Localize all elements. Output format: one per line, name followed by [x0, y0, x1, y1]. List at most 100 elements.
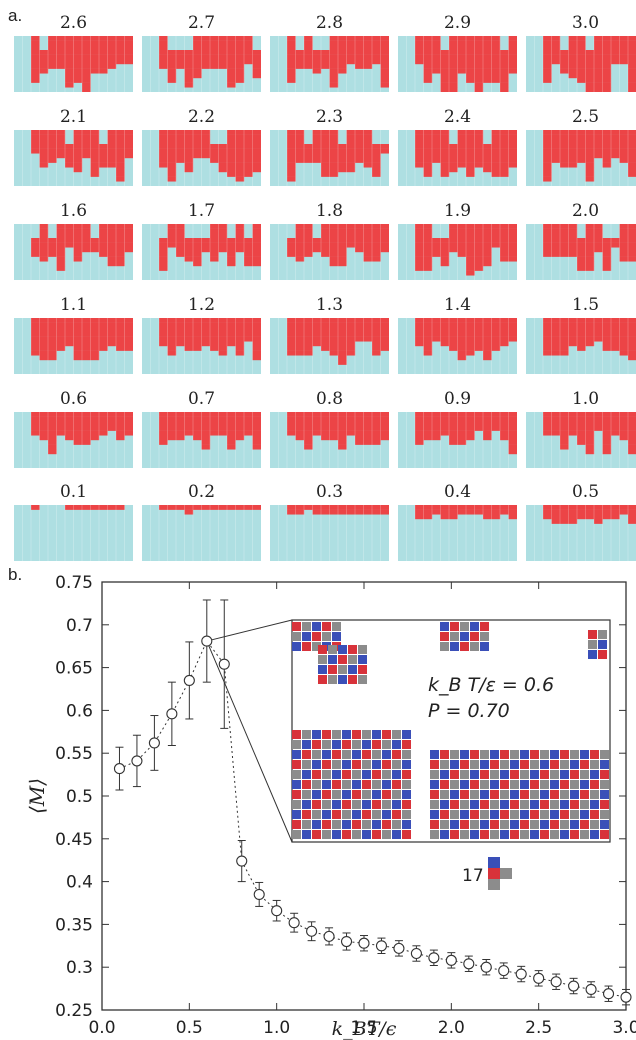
lattice-cell-on — [346, 336, 356, 342]
lattice-cell-on — [372, 256, 381, 262]
lattice-cell-on — [577, 322, 586, 328]
lattice-cell-on — [560, 158, 569, 163]
lattice-cell-on — [508, 64, 517, 69]
lattice-cell-on — [82, 148, 91, 154]
lattice-panel: 2.6 — [14, 14, 133, 94]
lattice-cell-on — [124, 148, 133, 154]
lattice-panel: 0.6 — [14, 390, 133, 470]
lattice-cell-on — [312, 322, 322, 328]
lattice-cell-on — [346, 153, 356, 159]
lattice-cell-on — [184, 332, 194, 337]
lattice-cell-on — [628, 242, 636, 248]
inset-tile — [322, 730, 331, 739]
lattice-cell-on — [440, 78, 450, 83]
lattice-cell-on — [159, 139, 168, 145]
inset-tile — [470, 790, 479, 799]
lattice-cell-on — [440, 172, 450, 177]
lattice-cell-on — [577, 440, 586, 445]
lattice-cell-on — [116, 172, 125, 177]
lattice-cell-on — [508, 426, 517, 431]
lattice-cell-on — [585, 59, 595, 65]
lattice-cell-on — [295, 256, 305, 262]
lattice-cell-on — [329, 158, 339, 163]
lattice-cell-on — [116, 261, 125, 267]
lattice-cell-on — [508, 412, 517, 417]
lattice-cell-on — [39, 68, 49, 74]
lattice-cell-on — [585, 134, 595, 140]
lattice-cell-on — [543, 158, 552, 163]
lattice-cell-on — [338, 435, 347, 441]
lattice-cell-on — [568, 233, 578, 239]
lattice-cell-on — [321, 134, 330, 140]
lattice-cell-on — [466, 45, 475, 51]
lattice-cell-on — [329, 238, 339, 243]
lattice-cell-on — [432, 332, 441, 337]
lattice-cell-on — [167, 416, 177, 422]
lattice-cell-on — [159, 64, 168, 69]
lattice-cell-on — [380, 416, 389, 422]
lattice-cell-on — [628, 514, 636, 520]
lattice-cell-on — [440, 158, 450, 163]
lattice-cell-on — [90, 153, 100, 159]
lattice-cell-on — [124, 238, 133, 243]
inset-tile — [600, 800, 609, 809]
lattice-cell-on — [244, 256, 253, 262]
lattice-cell-on — [449, 435, 458, 441]
lattice-cell-on — [287, 162, 296, 168]
lattice-cell-on — [568, 153, 578, 159]
inset-tile — [540, 820, 549, 829]
inset-tile — [450, 642, 459, 651]
inset-tile — [450, 830, 459, 839]
inset-tile — [352, 820, 361, 829]
lattice-cell-on — [628, 449, 636, 455]
lattice-cell-on — [346, 346, 356, 351]
lattice-cell-on — [500, 68, 509, 74]
lattice-cell-on — [295, 64, 305, 69]
lattice-cell-on — [551, 350, 561, 356]
lattice-cell-on — [184, 158, 194, 163]
lattice-cell-on — [287, 350, 296, 356]
lattice-cell-on — [372, 238, 381, 243]
lattice-cell-on — [252, 426, 261, 431]
lattice-cell-on — [415, 130, 424, 135]
lattice-cell-on — [159, 247, 168, 253]
lattice-snapshot — [142, 412, 261, 468]
lattice-cell-on — [184, 346, 194, 351]
lattice-cell-on — [235, 346, 245, 351]
lattice-cell-on — [31, 322, 40, 328]
lattice-cell-on — [508, 322, 517, 328]
lattice-cell-on — [449, 59, 458, 65]
lattice-cell-on — [287, 130, 296, 135]
data-point — [620, 991, 632, 1003]
lattice-cell-on — [116, 40, 125, 46]
lattice-cell-on — [73, 45, 83, 51]
lattice-cell-on — [167, 64, 177, 69]
lattice-cell-on — [124, 426, 133, 431]
lattice-cell-on — [210, 233, 219, 239]
lattice-cell-on — [227, 261, 236, 267]
lattice-cell-on — [184, 130, 194, 135]
lattice-cell-on — [193, 336, 202, 342]
inset-tile — [560, 780, 569, 789]
lattice-cell-on — [500, 233, 509, 239]
lattice-cell-on — [543, 421, 552, 427]
lattice-cell-on — [99, 233, 108, 239]
lattice-cell-on — [193, 64, 202, 69]
lattice-cell-on — [338, 332, 347, 337]
lattice-cell-on — [252, 162, 261, 168]
lattice-cell-on — [65, 78, 74, 83]
inset-tile — [382, 770, 391, 779]
lattice-cell-on — [466, 68, 475, 74]
lattice-cell-on — [184, 416, 194, 422]
lattice-cell-on — [346, 54, 356, 60]
lattice-cell-on — [457, 64, 467, 69]
lattice-cell-on — [184, 242, 194, 248]
lattice-cell-on — [568, 50, 578, 55]
lattice-cell-on — [159, 148, 168, 154]
inset-tile — [430, 780, 439, 789]
lattice-cell-on — [483, 162, 492, 168]
lattice-cell-on — [244, 134, 253, 140]
lattice-cell-on — [124, 421, 133, 427]
lattice-cell-on — [210, 224, 219, 229]
inset-tile — [352, 740, 361, 749]
